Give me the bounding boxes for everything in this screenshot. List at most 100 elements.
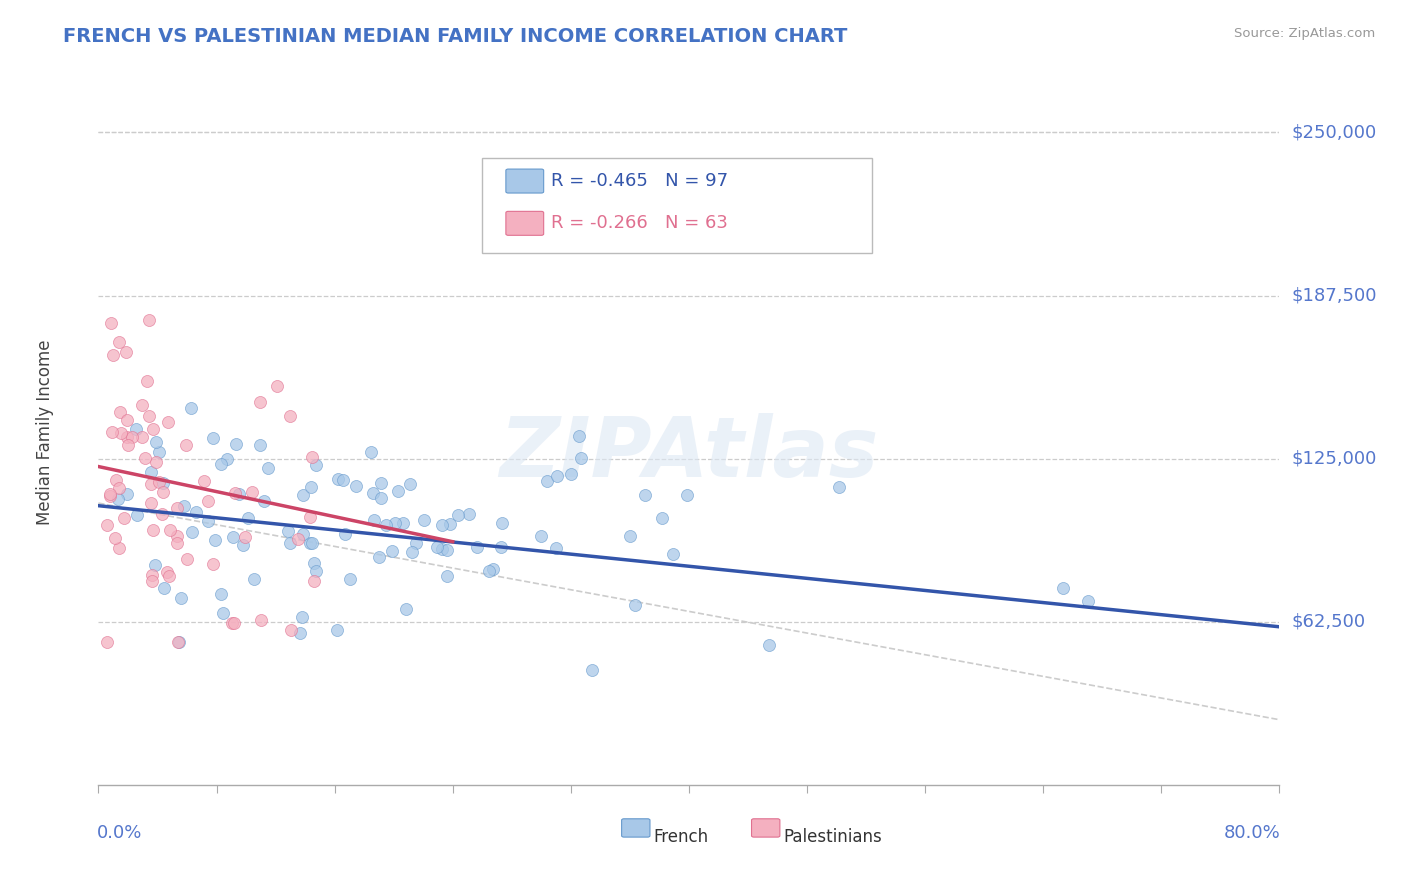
Point [157,568,180,582]
Text: FRENCH VS PALESTINIAN MEDIAN FAMILY INCOME CORRELATION CHART: FRENCH VS PALESTINIAN MEDIAN FAMILY INCO… [63,27,848,45]
Point [224,616,246,631]
Point [299,536,322,550]
Point [301,450,323,464]
Point [370,491,392,505]
Point [360,444,382,458]
Point [193,475,215,489]
Text: ZIPAtlas: ZIPAtlas [499,413,879,494]
Point [103,348,125,362]
Point [134,450,156,465]
Point [108,481,131,495]
Point [100,489,122,503]
Point [143,558,166,572]
Point [221,530,243,544]
Point [1052,582,1074,596]
Point [401,545,423,559]
Point [108,541,131,555]
Point [224,486,246,500]
Point [290,625,312,640]
Point [139,496,162,510]
Point [240,484,263,499]
Point [152,484,174,499]
Point [131,430,153,444]
Point [121,430,143,444]
Point [180,401,202,416]
Point [395,601,418,615]
Point [96,634,118,648]
Point [141,567,163,582]
Point [651,511,673,525]
Point [277,524,299,538]
Point [104,532,127,546]
Point [167,635,190,649]
Point [181,524,204,539]
Point [758,638,780,652]
Point [225,437,247,451]
Text: Palestinians: Palestinians [783,828,882,846]
Point [278,409,301,423]
Point [243,572,266,586]
Point [115,345,138,359]
Point [112,510,135,524]
Point [491,516,513,531]
Point [278,536,301,550]
Point [145,434,167,449]
FancyBboxPatch shape [506,211,544,235]
Point [136,374,159,388]
Point [387,483,409,498]
Point [152,581,174,595]
Point [197,493,219,508]
Point [152,476,174,491]
Point [381,543,404,558]
Text: R = -0.465   N = 97: R = -0.465 N = 97 [551,172,728,190]
Point [211,606,233,620]
Point [447,508,470,522]
Text: 80.0%: 80.0% [1223,823,1281,842]
Point [481,562,503,576]
Point [339,572,361,586]
Point [1077,594,1099,608]
Point [115,413,138,427]
Point [148,444,170,458]
Point [138,313,160,327]
Point [157,416,180,430]
Point [332,473,354,487]
Point [412,513,434,527]
Point [138,409,160,424]
Point [166,635,188,649]
Point [634,488,657,502]
Text: Source: ZipAtlas.com: Source: ZipAtlas.com [1234,27,1375,40]
Point [439,516,461,531]
Point [581,663,603,677]
Point [139,466,162,480]
Point [228,487,250,501]
Point [304,564,326,578]
Point [544,541,567,555]
Text: R = -0.266   N = 63: R = -0.266 N = 63 [551,214,728,232]
Point [148,475,170,489]
Point [150,508,173,522]
Point [249,437,271,451]
Point [363,486,385,500]
Point [280,623,302,637]
Point [104,473,127,487]
Point [675,488,697,502]
Point [291,526,314,541]
Point [305,458,328,473]
Point [184,505,207,519]
Point [115,430,138,444]
Point [662,547,685,561]
Point [176,552,198,566]
Text: French: French [654,828,709,846]
Point [217,451,239,466]
FancyBboxPatch shape [482,158,872,253]
Point [202,558,225,572]
Point [624,598,647,612]
Text: Median Family Income: Median Family Income [37,340,55,525]
Point [117,438,139,452]
Point [173,499,195,513]
Point [399,477,422,491]
Point [489,540,512,554]
Point [432,518,454,533]
Point [299,509,322,524]
